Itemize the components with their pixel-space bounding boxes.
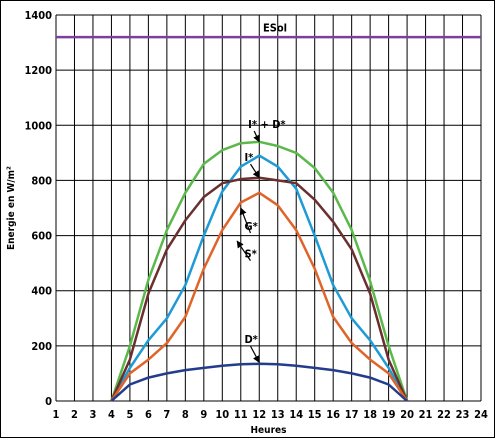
annotation-arrow-4 xyxy=(236,240,251,261)
x-tick-label-16: 17 xyxy=(345,408,359,421)
series-line-4 xyxy=(110,191,409,402)
annotation-label-5: D* xyxy=(244,333,257,346)
y-axis-title: Energie en W/m² xyxy=(6,166,17,250)
y-tick-label-6: 1200 xyxy=(24,64,52,77)
series-line-2 xyxy=(110,154,409,402)
y-tick-label-4: 800 xyxy=(31,174,52,187)
x-tick-label-7: 8 xyxy=(182,408,189,421)
x-tick-label-9: 10 xyxy=(215,408,229,421)
series-line-5 xyxy=(110,362,408,402)
y-tick-label-5: 1000 xyxy=(24,119,52,132)
grid xyxy=(55,14,482,402)
annotation-arrow-5 xyxy=(249,345,260,364)
annotation-label-1: I* + D* xyxy=(248,118,285,131)
annotation-label-2: I* xyxy=(244,151,253,164)
x-axis-title: Heures xyxy=(251,425,287,436)
x-tick-label-19: 20 xyxy=(400,408,414,421)
y-tick-label-0: 0 xyxy=(45,395,52,408)
y-tick-label-7: 1400 xyxy=(24,9,52,22)
x-tick-label-10: 11 xyxy=(234,408,248,421)
x-tick-label-3: 4 xyxy=(108,408,115,421)
x-tick-labels: 1 2 3 4 5 6 7 8 9 10 11 12 13 14 15 16 17 18 19 20 21 22 23 24 xyxy=(53,408,488,421)
y-tick-label-3: 600 xyxy=(31,230,52,243)
annotation-label-3: G* xyxy=(244,220,257,233)
annotation-label-0: ESol xyxy=(263,22,287,35)
x-tick-label-12: 13 xyxy=(271,408,285,421)
x-tick-label-14: 15 xyxy=(308,408,322,421)
x-tick-label-17: 18 xyxy=(363,408,377,421)
annotation-arrow-1 xyxy=(253,130,260,143)
x-tick-label-23: 24 xyxy=(474,408,488,421)
x-tick-label-6: 7 xyxy=(163,408,170,421)
x-tick-label-5: 6 xyxy=(145,408,152,421)
x-tick-label-21: 22 xyxy=(437,408,451,421)
annotation-arrow-2 xyxy=(249,163,260,179)
x-tick-label-2: 3 xyxy=(90,408,97,421)
x-tick-label-22: 23 xyxy=(456,408,470,421)
y-tick-label-1: 200 xyxy=(31,340,52,353)
x-tick-label-1: 2 xyxy=(71,408,78,421)
y-tick-labels: 0 200 400 600 800 1000 1200 1400 xyxy=(24,9,52,408)
x-tick-label-0: 1 xyxy=(53,408,60,421)
x-tick-label-13: 14 xyxy=(289,408,303,421)
x-tick-label-4: 5 xyxy=(126,408,133,421)
x-tick-label-11: 12 xyxy=(252,408,266,421)
x-tick-label-20: 21 xyxy=(419,408,433,421)
y-tick-label-2: 400 xyxy=(31,285,52,298)
x-tick-label-8: 9 xyxy=(200,408,207,421)
x-tick-label-15: 16 xyxy=(326,408,340,421)
annotation-arrow-3 xyxy=(239,207,252,234)
x-tick-label-18: 19 xyxy=(382,408,396,421)
